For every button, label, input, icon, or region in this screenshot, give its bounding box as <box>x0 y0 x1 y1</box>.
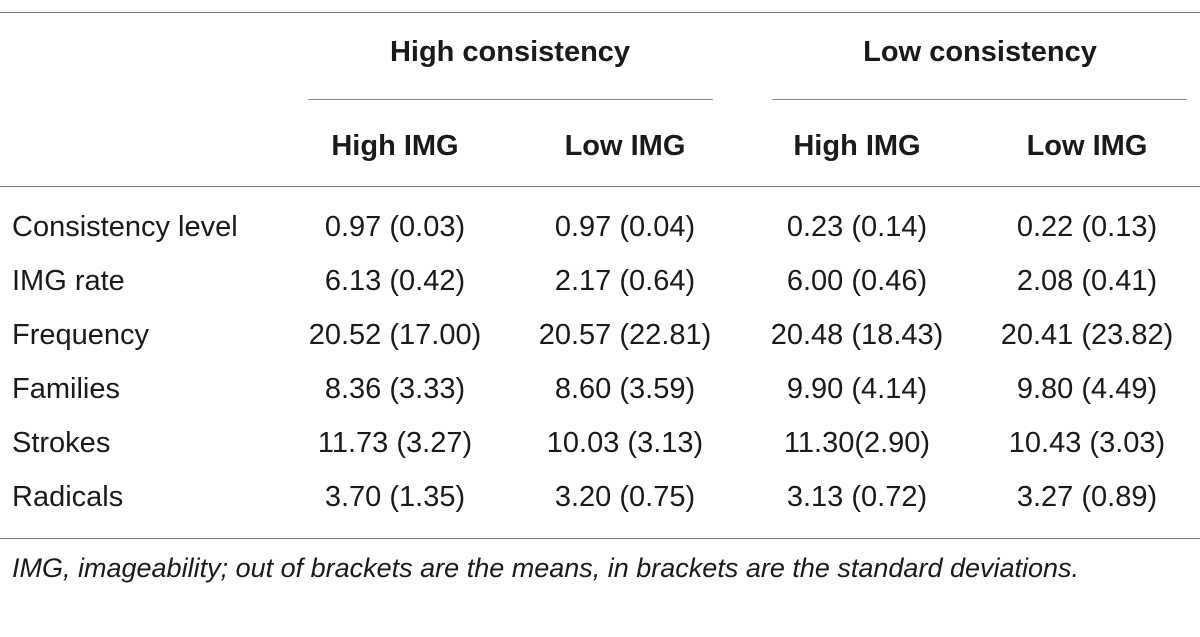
table-cell: 8.60 (3.59) <box>554 373 696 405</box>
table-top-rule <box>0 12 1200 13</box>
table-cell: 0.97 (0.03) <box>324 211 466 243</box>
table-footnote: IMG, imageability; out of brackets are t… <box>12 553 1080 583</box>
group-header-high-consistency: High consistency <box>389 36 631 68</box>
header-bottom-rule <box>0 186 1200 187</box>
row-label: Frequency <box>12 319 150 351</box>
column-header-low-img-1: Low IMG <box>564 130 686 162</box>
table-cell: 10.03 (3.13) <box>546 427 704 459</box>
table-cell: 0.22 (0.13) <box>1016 211 1158 243</box>
table-row: Families 8.36 (3.33) 8.60 (3.59) 9.90 (4… <box>0 362 1200 416</box>
column-header-high-img-2: High IMG <box>793 130 921 162</box>
table-cell: 3.70 (1.35) <box>324 481 466 513</box>
table-cell: 11.30(2.90) <box>783 427 931 459</box>
table-cell: 20.52 (17.00) <box>308 319 482 351</box>
table-cell: 9.80 (4.49) <box>1016 373 1158 405</box>
row-label: IMG rate <box>12 265 125 297</box>
group-rule-high-consistency <box>308 99 713 100</box>
table-row: Frequency 20.52 (17.00) 20.57 (22.81) 20… <box>0 308 1200 362</box>
table-cell: 6.00 (0.46) <box>786 265 928 297</box>
table-row: Strokes 11.73 (3.27) 10.03 (3.13) 11.30(… <box>0 416 1200 470</box>
table-cell: 11.73 (3.27) <box>317 427 473 459</box>
table-cell: 3.20 (0.75) <box>554 481 696 513</box>
table-row: Radicals 3.70 (1.35) 3.20 (0.75) 3.13 (0… <box>0 470 1200 524</box>
table-row: Consistency level 0.97 (0.03) 0.97 (0.04… <box>0 200 1200 254</box>
table-cell: 6.13 (0.42) <box>324 265 466 297</box>
column-header-low-img-2: Low IMG <box>1026 130 1148 162</box>
table-cell: 20.48 (18.43) <box>770 319 944 351</box>
table-cell: 2.08 (0.41) <box>1016 265 1158 297</box>
table-cell: 3.27 (0.89) <box>1016 481 1158 513</box>
column-header-high-img-1: High IMG <box>331 130 459 162</box>
table-cell: 20.41 (23.82) <box>1000 319 1174 351</box>
table-cell: 0.23 (0.14) <box>786 211 928 243</box>
group-header-low-consistency: Low consistency <box>863 36 1097 68</box>
table-cell: 20.57 (22.81) <box>538 319 712 351</box>
table-cell: 10.43 (3.03) <box>1008 427 1166 459</box>
table-bottom-rule <box>0 538 1200 539</box>
table-row: IMG rate 6.13 (0.42) 2.17 (0.64) 6.00 (0… <box>0 254 1200 308</box>
row-label: Consistency level <box>12 211 238 243</box>
table-cell: 8.36 (3.33) <box>324 373 466 405</box>
group-rule-low-consistency <box>772 99 1187 100</box>
table-cell: 9.90 (4.14) <box>786 373 928 405</box>
row-label: Strokes <box>12 427 111 459</box>
table-cell: 2.17 (0.64) <box>554 265 696 297</box>
row-label: Families <box>12 373 120 405</box>
table-cell: 0.97 (0.04) <box>554 211 696 243</box>
table-cell: 3.13 (0.72) <box>786 481 928 513</box>
row-label: Radicals <box>12 481 124 513</box>
